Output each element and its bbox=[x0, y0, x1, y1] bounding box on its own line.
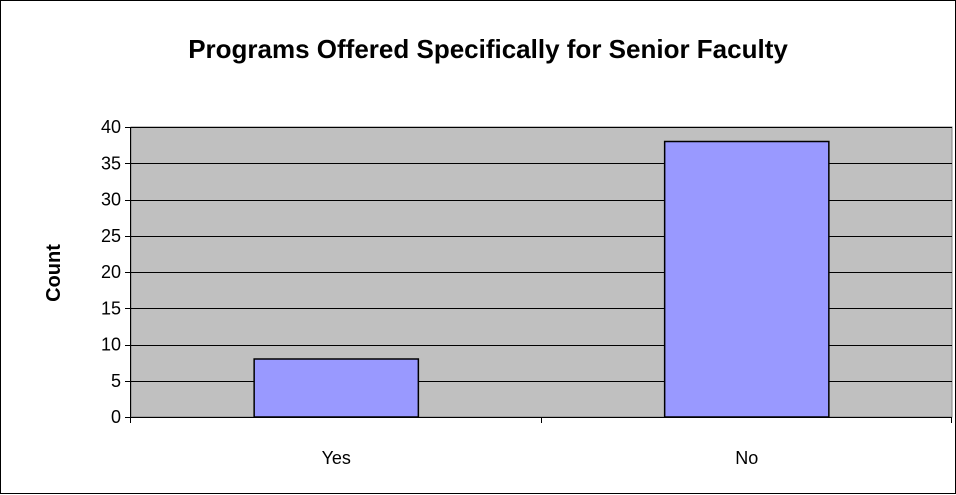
y-axis-label: Count bbox=[43, 244, 65, 302]
y-tick-label: 10 bbox=[101, 335, 121, 355]
bar-no bbox=[663, 140, 830, 418]
y-tick-labels: 0 5 10 15 20 25 30 35 40 bbox=[101, 117, 121, 427]
x-tick-labels: Yes No bbox=[322, 448, 759, 468]
axes bbox=[125, 127, 952, 423]
x-tick-label: No bbox=[735, 448, 758, 468]
x-tick-label: Yes bbox=[322, 448, 351, 468]
y-tick-label: 0 bbox=[111, 407, 121, 427]
y-tick-label: 25 bbox=[101, 226, 121, 246]
y-tick-label: 35 bbox=[101, 153, 121, 173]
bars bbox=[253, 140, 830, 418]
y-tick-label: 20 bbox=[101, 262, 121, 282]
y-tick-label: 40 bbox=[101, 117, 121, 137]
bar-yes bbox=[253, 358, 420, 418]
chart-title: Programs Offered Specifically for Senior… bbox=[188, 34, 788, 64]
y-tick-label: 30 bbox=[101, 190, 121, 210]
y-tick-label: 5 bbox=[111, 371, 121, 391]
y-tick-label: 15 bbox=[101, 298, 121, 318]
